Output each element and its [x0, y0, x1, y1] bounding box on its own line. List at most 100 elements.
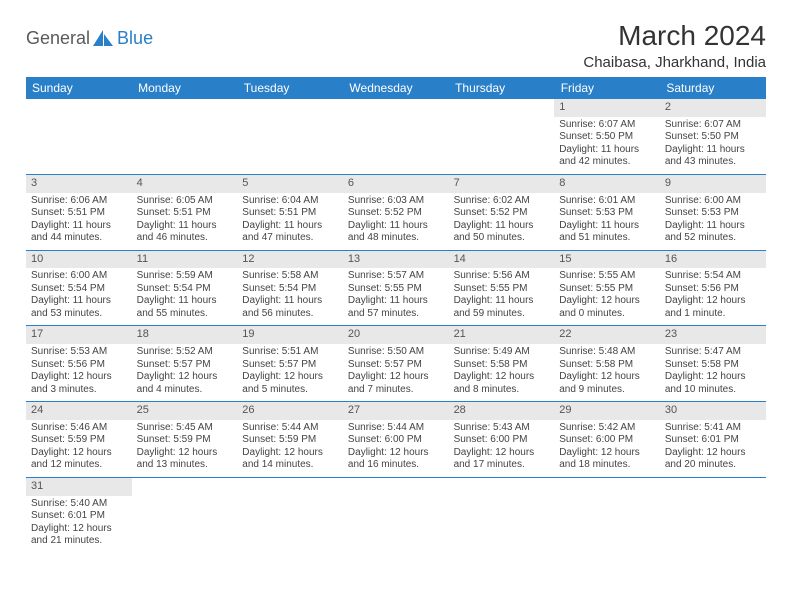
day-cell-2: 2 Sunrise: 6:07 AMSunset: 5:50 PMDaylight… — [660, 99, 766, 174]
month-title: March 2024 — [583, 20, 766, 52]
empty-cell — [132, 99, 238, 174]
day-cell-7: 7Sunrise: 6:02 AMSunset: 5:52 PMDaylight… — [449, 174, 555, 250]
day-info-d2: and 59 minutes. — [454, 308, 550, 321]
day-info-sr: Sunrise: 5:44 AM — [242, 422, 338, 435]
empty-cell — [449, 477, 555, 552]
day-info-d2: and 51 minutes. — [559, 232, 655, 245]
day-header-monday: Monday — [132, 77, 238, 99]
day-info-d2: and 8 minutes. — [454, 384, 550, 397]
day-info-d1: Daylight: 12 hours — [665, 447, 761, 460]
day-info-d1: Daylight: 12 hours — [348, 447, 444, 460]
day-info-sr: Sunrise: 5:46 AM — [31, 422, 127, 435]
day-number: 10 — [26, 251, 132, 269]
day-number: 27 — [343, 402, 449, 420]
day-cell-14: 14Sunrise: 5:56 AMSunset: 5:55 PMDayligh… — [449, 250, 555, 326]
day-info-d1: Daylight: 11 hours — [137, 220, 233, 233]
day-info-d2: and 44 minutes. — [31, 232, 127, 245]
day-info-ss: Sunset: 5:50 PM — [665, 131, 761, 144]
day-info-sr: Sunrise: 5:54 AM — [665, 270, 761, 283]
day-info-sr: Sunrise: 6:04 AM — [242, 195, 338, 208]
day-info-sr: Sunrise: 5:55 AM — [559, 270, 655, 283]
day-cell-22: 22Sunrise: 5:48 AMSunset: 5:58 PMDayligh… — [554, 326, 660, 402]
day-cell-10: 10Sunrise: 6:00 AMSunset: 5:54 PMDayligh… — [26, 250, 132, 326]
day-info-sr: Sunrise: 6:05 AM — [137, 195, 233, 208]
day-info-d1: Daylight: 11 hours — [559, 144, 655, 157]
day-info-d2: and 10 minutes. — [665, 384, 761, 397]
day-info-sr: Sunrise: 5:51 AM — [242, 346, 338, 359]
day-info-sr: Sunrise: 5:43 AM — [454, 422, 550, 435]
day-info-d2: and 42 minutes. — [559, 156, 655, 169]
day-info-d1: Daylight: 11 hours — [242, 295, 338, 308]
empty-cell — [343, 99, 449, 174]
day-info-d1: Daylight: 12 hours — [665, 371, 761, 384]
day-cell-4: 4Sunrise: 6:05 AMSunset: 5:51 PMDaylight… — [132, 174, 238, 250]
day-info-sr: Sunrise: 5:48 AM — [559, 346, 655, 359]
day-info-d2: and 16 minutes. — [348, 459, 444, 472]
empty-cell — [132, 477, 238, 552]
day-info-sr: Sunrise: 6:07 AM — [559, 119, 655, 132]
day-info-d1: Daylight: 12 hours — [137, 447, 233, 460]
day-info-d1: Daylight: 12 hours — [31, 447, 127, 460]
day-info-ss: Sunset: 5:56 PM — [31, 359, 127, 372]
day-info-d2: and 21 minutes. — [31, 535, 127, 548]
day-info-ss: Sunset: 5:58 PM — [665, 359, 761, 372]
day-number: 1 — [554, 99, 660, 117]
day-number: 21 — [449, 326, 555, 344]
day-info-d2: and 14 minutes. — [242, 459, 338, 472]
day-info-sr: Sunrise: 5:56 AM — [454, 270, 550, 283]
day-info-d1: Daylight: 12 hours — [559, 447, 655, 460]
day-cell-19: 19Sunrise: 5:51 AMSunset: 5:57 PMDayligh… — [237, 326, 343, 402]
day-cell-27: 27Sunrise: 5:44 AMSunset: 6:00 PMDayligh… — [343, 402, 449, 478]
day-header-thursday: Thursday — [449, 77, 555, 99]
day-info-ss: Sunset: 6:00 PM — [559, 434, 655, 447]
day-info-ss: Sunset: 5:53 PM — [559, 207, 655, 220]
day-info-d1: Daylight: 12 hours — [454, 371, 550, 384]
day-info-ss: Sunset: 5:59 PM — [242, 434, 338, 447]
calendar-row: 17Sunrise: 5:53 AMSunset: 5:56 PMDayligh… — [26, 326, 766, 402]
day-info-d2: and 1 minute. — [665, 308, 761, 321]
day-header-sunday: Sunday — [26, 77, 132, 99]
day-cell-29: 29Sunrise: 5:42 AMSunset: 6:00 PMDayligh… — [554, 402, 660, 478]
day-info-sr: Sunrise: 6:03 AM — [348, 195, 444, 208]
day-number: 18 — [132, 326, 238, 344]
day-info-d2: and 52 minutes. — [665, 232, 761, 245]
day-cell-31: 31Sunrise: 5:40 AMSunset: 6:01 PMDayligh… — [26, 477, 132, 552]
logo: General Blue — [26, 28, 153, 49]
day-number: 31 — [26, 478, 132, 496]
day-info-sr: Sunrise: 5:47 AM — [665, 346, 761, 359]
day-cell-17: 17Sunrise: 5:53 AMSunset: 5:56 PMDayligh… — [26, 326, 132, 402]
logo-text-blue: Blue — [117, 28, 153, 49]
day-info-sr: Sunrise: 5:52 AM — [137, 346, 233, 359]
empty-cell — [26, 99, 132, 174]
day-info-d1: Daylight: 11 hours — [665, 144, 761, 157]
day-info-ss: Sunset: 5:59 PM — [137, 434, 233, 447]
day-info-d2: and 48 minutes. — [348, 232, 444, 245]
day-info-d1: Daylight: 12 hours — [31, 371, 127, 384]
day-cell-1: 1Sunrise: 6:07 AMSunset: 5:50 PMDaylight… — [554, 99, 660, 174]
day-info-d1: Daylight: 11 hours — [454, 295, 550, 308]
day-number: 20 — [343, 326, 449, 344]
day-info-sr: Sunrise: 6:07 AM — [665, 119, 761, 132]
day-cell-30: 30Sunrise: 5:41 AMSunset: 6:01 PMDayligh… — [660, 402, 766, 478]
day-number: 17 — [26, 326, 132, 344]
day-info-ss: Sunset: 6:00 PM — [454, 434, 550, 447]
day-cell-12: 12Sunrise: 5:58 AMSunset: 5:54 PMDayligh… — [237, 250, 343, 326]
day-info-d1: Daylight: 11 hours — [31, 295, 127, 308]
day-cell-25: 25Sunrise: 5:45 AMSunset: 5:59 PMDayligh… — [132, 402, 238, 478]
day-info-d1: Daylight: 12 hours — [137, 371, 233, 384]
day-info-sr: Sunrise: 5:49 AM — [454, 346, 550, 359]
day-info-sr: Sunrise: 5:45 AM — [137, 422, 233, 435]
day-number: 2 — [660, 99, 766, 117]
day-info-d2: and 50 minutes. — [454, 232, 550, 245]
day-info-d2: and 9 minutes. — [559, 384, 655, 397]
day-info-sr: Sunrise: 5:57 AM — [348, 270, 444, 283]
day-header-friday: Friday — [554, 77, 660, 99]
day-info-d2: and 46 minutes. — [137, 232, 233, 245]
day-header-row: SundayMondayTuesdayWednesdayThursdayFrid… — [26, 77, 766, 99]
day-info-d2: and 57 minutes. — [348, 308, 444, 321]
day-info-sr: Sunrise: 5:44 AM — [348, 422, 444, 435]
day-number: 3 — [26, 175, 132, 193]
day-cell-18: 18Sunrise: 5:52 AMSunset: 5:57 PMDayligh… — [132, 326, 238, 402]
day-info-sr: Sunrise: 5:42 AM — [559, 422, 655, 435]
day-cell-16: 16Sunrise: 5:54 AMSunset: 5:56 PMDayligh… — [660, 250, 766, 326]
